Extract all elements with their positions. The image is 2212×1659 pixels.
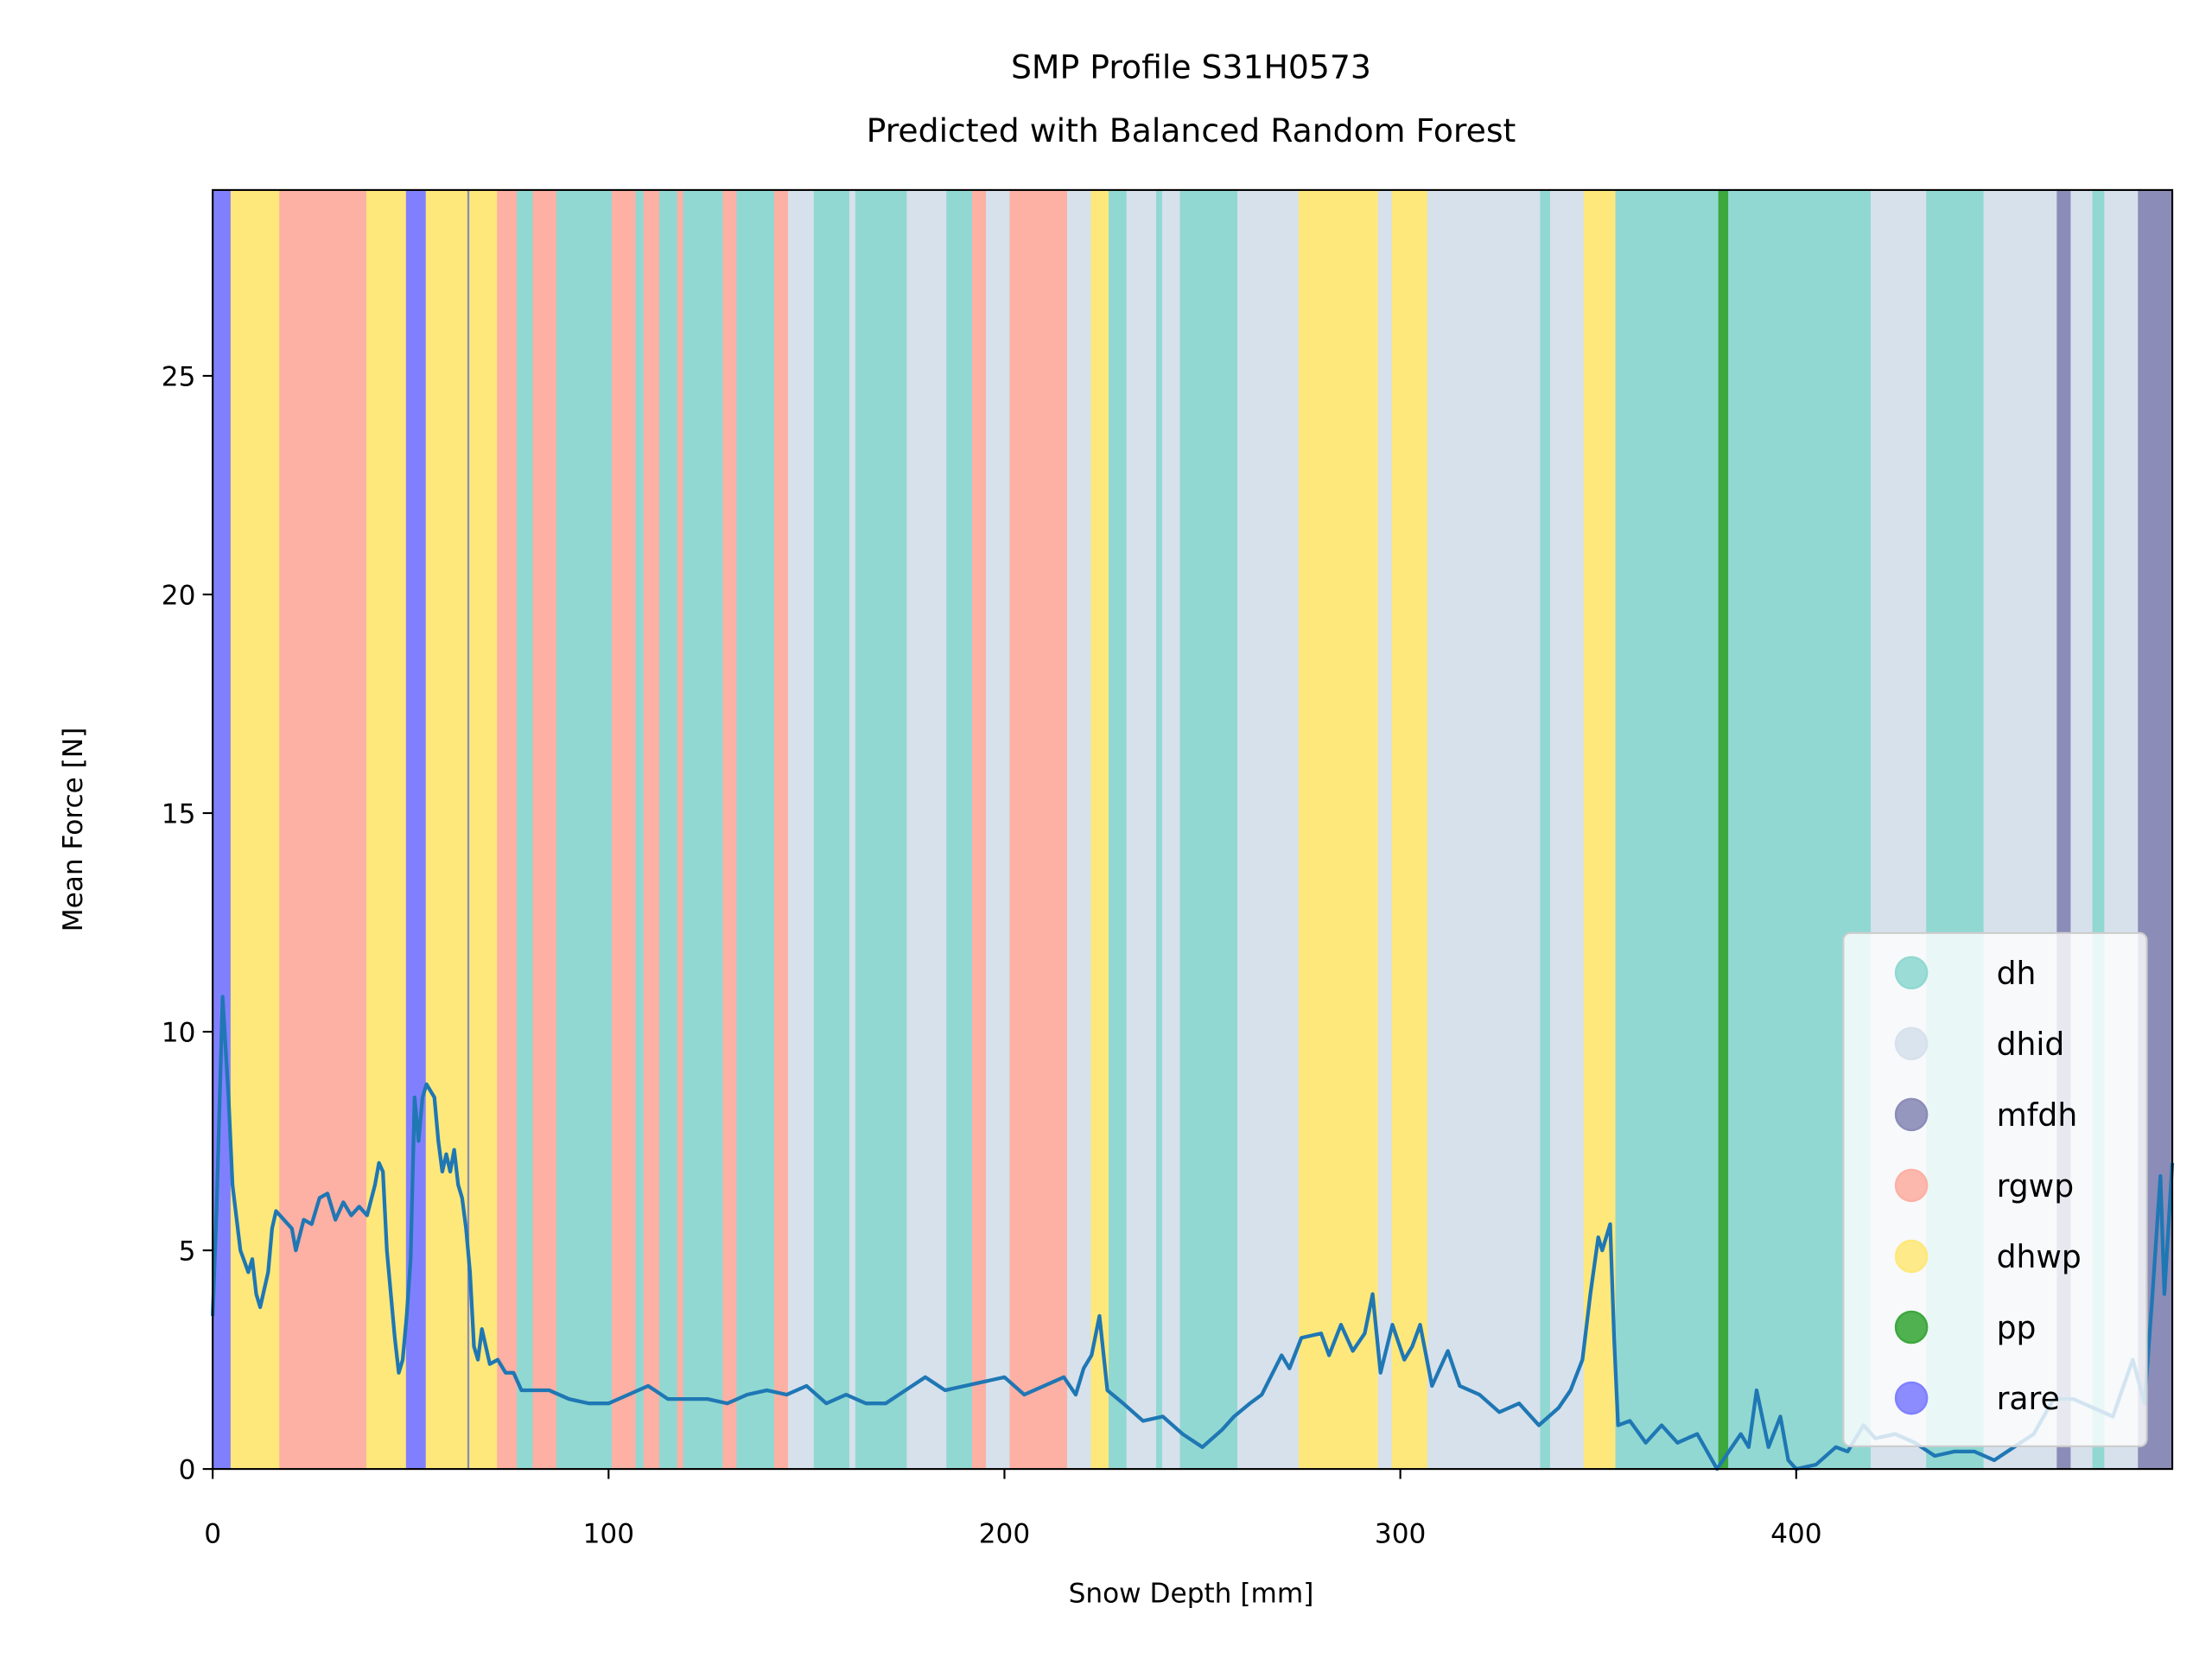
class-band [1236, 189, 1300, 1470]
class-band [1179, 189, 1239, 1470]
class-band [1540, 189, 1552, 1470]
plot-frame [212, 188, 2174, 1471]
class-band [986, 189, 1012, 1470]
class-band [279, 189, 368, 1470]
x-tick-label: 300 [1375, 1518, 1426, 1549]
class-band [517, 189, 535, 1470]
class-band [1109, 189, 1128, 1470]
legend-marker [1894, 1168, 1929, 1203]
force-line [211, 995, 2175, 1471]
legend-label: dh [1997, 955, 2037, 992]
class-band [1161, 189, 1182, 1470]
x-tick-label: 100 [583, 1518, 634, 1549]
class-band [556, 189, 613, 1470]
legend-box [1842, 931, 2148, 1447]
x-axis-label: Snow Depth [mm] [1069, 1578, 1314, 1609]
class-band [946, 189, 974, 1470]
legend: dh dhid mfdh rgwp dhwp pp rare [1842, 931, 2148, 1447]
chart-subtitle: Predicted with Balanced Random Forest [867, 111, 1516, 149]
y-tick-label: 15 [162, 799, 196, 830]
class-band [1377, 189, 1394, 1470]
x-tick-label: 200 [979, 1518, 1030, 1549]
class-band [849, 189, 857, 1470]
legend-marker [1894, 1381, 1929, 1415]
class-band [643, 189, 661, 1470]
class-band [1009, 189, 1069, 1470]
class-band [612, 189, 638, 1470]
legend-label: rgwp [1997, 1167, 2075, 1205]
class-band [683, 189, 725, 1470]
x-tick-label: 400 [1770, 1518, 1821, 1549]
legend-marker [1894, 1239, 1929, 1274]
legend-label: pp [1997, 1309, 2037, 1346]
class-band [677, 189, 685, 1470]
legend-marker [1894, 1097, 1929, 1132]
class-band [1126, 189, 1158, 1470]
class-band [469, 189, 499, 1470]
y-tick-label: 10 [162, 1018, 196, 1049]
legend-label: dhwp [1997, 1238, 2082, 1275]
class-band [425, 189, 469, 1470]
class-band [1427, 189, 1542, 1470]
class-band [230, 189, 281, 1470]
class-band [722, 189, 739, 1470]
class-band [1156, 189, 1164, 1470]
class-band [855, 189, 909, 1470]
class-band [906, 189, 948, 1470]
class-band [1066, 189, 1093, 1470]
legend-marker [1894, 1027, 1929, 1061]
class-band [1718, 189, 1730, 1470]
class-band [635, 189, 645, 1470]
class-band [497, 189, 518, 1470]
chart-title: SMP Profile S31H0573 [1011, 48, 1371, 86]
class-band [813, 189, 851, 1470]
x-tick-label: 0 [204, 1518, 221, 1549]
class-band [1298, 189, 1380, 1470]
class-band [736, 189, 776, 1470]
legend-label: mfdh [1997, 1096, 2078, 1134]
class-band [659, 189, 679, 1470]
class-band [366, 189, 408, 1470]
class-band [787, 189, 816, 1470]
legend-label: rare [1997, 1380, 2060, 1417]
class-band [972, 189, 988, 1470]
y-tick-label: 5 [179, 1236, 196, 1268]
class-band [1391, 189, 1429, 1470]
legend-marker [1894, 956, 1929, 990]
class-band [532, 189, 558, 1470]
y-tick-label: 20 [162, 580, 196, 611]
class-band [773, 189, 790, 1470]
legend-label: dhid [1997, 1026, 2065, 1063]
y-tick-label: 25 [162, 361, 196, 392]
y-axis-label: Mean Force [N] [58, 728, 89, 932]
y-tick-label: 0 [179, 1455, 196, 1486]
class-band [1615, 189, 1720, 1470]
class-band [1090, 189, 1110, 1470]
legend-marker [1894, 1310, 1929, 1344]
class-band [1549, 189, 1586, 1470]
